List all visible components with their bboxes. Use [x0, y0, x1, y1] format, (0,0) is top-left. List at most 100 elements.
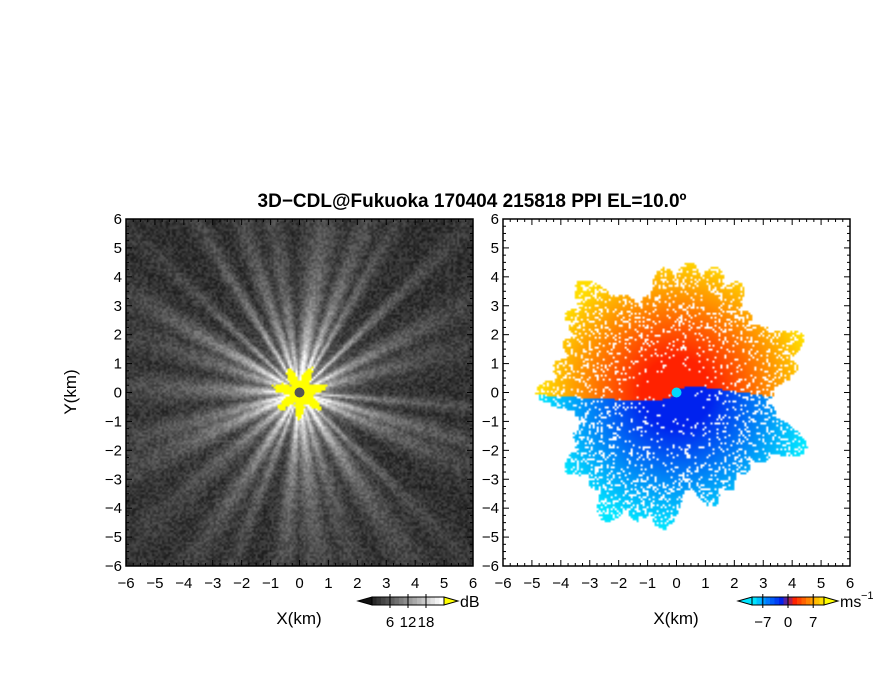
colorbar-tick-label: 12: [400, 614, 417, 631]
colorbar-swatch: [779, 597, 784, 605]
colorbar-swatch: [756, 597, 762, 605]
x-tick-label: 3: [759, 575, 767, 592]
colorbar-unit: dB: [460, 594, 480, 611]
x-tick-label: −6: [494, 575, 511, 592]
x-tick-label: 1: [701, 575, 709, 592]
colorbar-unit: ms: [840, 594, 861, 611]
y-tick-label: −2: [482, 442, 499, 459]
y-tick-label: −5: [482, 529, 499, 546]
x-tick-label: 6: [469, 575, 477, 592]
x-tick-label: −1: [639, 575, 656, 592]
colorbar-swatch: [403, 597, 409, 605]
colorbar-unit-exponent: −1: [861, 590, 874, 602]
colorbar-swatch: [417, 597, 422, 605]
x-tick-label: −5: [146, 575, 163, 592]
colorbar-swatch: [806, 597, 811, 605]
y-tick-label: 4: [491, 269, 499, 286]
y-tick-label: −3: [105, 471, 122, 488]
left-x-axis-label: X(km): [276, 609, 321, 628]
x-tick-label: 6: [846, 575, 854, 592]
colorbar-swatch: [788, 597, 793, 605]
reflectivity-colorbar: 6 12 18 dB: [356, 594, 480, 631]
y-tick-label: −4: [482, 500, 499, 517]
colorbar-swatch: [770, 597, 775, 605]
figure-title: 3D−CDL@Fukuoka 170404 215818 PPI EL=10.0…: [258, 191, 687, 212]
y-tick-label: 3: [114, 298, 122, 315]
colorbar-swatch: [381, 597, 386, 605]
right-radar-site: [671, 387, 682, 398]
colorbar-swatch: [372, 597, 377, 605]
colorbar-swatch: [399, 597, 404, 605]
colorbar-swatch: [439, 597, 445, 605]
colorbar-tick-label: 0: [784, 614, 792, 631]
x-tick-label: 1: [324, 575, 332, 592]
colorbar-swatch: [792, 597, 798, 605]
colorbar-tick-label: 18: [418, 614, 435, 631]
colorbar-min-arrow: [736, 596, 753, 606]
x-tick-label: 0: [672, 575, 680, 592]
y-tick-label: −2: [105, 442, 122, 459]
colorbar-swatch: [783, 597, 789, 605]
y-tick-label: 5: [114, 240, 122, 257]
y-tick-label: −6: [482, 558, 499, 575]
y-tick-label: 1: [114, 356, 122, 373]
x-tick-label: −4: [552, 575, 569, 592]
colorbar-tick-label: 6: [386, 614, 394, 631]
x-tick-label: −3: [581, 575, 598, 592]
y-tick-label: 0: [114, 385, 122, 402]
colorbar-swatch: [385, 597, 391, 605]
y-tick-label: 2: [491, 327, 499, 344]
colorbar-swatch: [412, 597, 418, 605]
x-tick-label: 3: [382, 575, 390, 592]
y-tick-label: −1: [105, 413, 122, 430]
colorbar-swatch: [797, 597, 802, 605]
x-tick-label: −2: [233, 575, 250, 592]
x-tick-label: 4: [411, 575, 419, 592]
x-tick-label: −1: [262, 575, 279, 592]
x-tick-label: 0: [295, 575, 303, 592]
colorbar-swatch: [435, 597, 440, 605]
colorbar-swatch: [376, 597, 382, 605]
colorbar-swatch: [394, 597, 400, 605]
colorbar-swatch: [761, 597, 766, 605]
colorbar-max-arrow: [823, 596, 840, 606]
colorbar-tick-label: −7: [754, 614, 771, 631]
colorbar-swatch: [390, 597, 395, 605]
x-tick-label: −4: [175, 575, 192, 592]
colorbar-swatch: [774, 597, 780, 605]
left-y-axis-label: Y(km): [61, 369, 80, 414]
y-tick-label: 0: [491, 385, 499, 402]
y-tick-label: 6: [114, 211, 122, 228]
y-tick-label: 4: [114, 269, 122, 286]
y-tick-label: 5: [491, 240, 499, 257]
colorbar-swatch: [426, 597, 431, 605]
colorbar-swatch: [430, 597, 436, 605]
y-tick-label: −6: [105, 558, 122, 575]
colorbar-swatch: [765, 597, 771, 605]
x-tick-label: −3: [204, 575, 221, 592]
x-tick-label: 5: [817, 575, 825, 592]
colorbar-swatch: [752, 597, 757, 605]
y-tick-label: −5: [105, 529, 122, 546]
colorbar-max-arrow: [443, 596, 460, 606]
x-tick-label: 5: [440, 575, 448, 592]
colorbar-swatch: [801, 597, 807, 605]
y-tick-label: −1: [482, 413, 499, 430]
y-tick-label: 1: [491, 356, 499, 373]
x-tick-label: 2: [353, 575, 361, 592]
y-tick-label: −4: [105, 500, 122, 517]
y-tick-label: −3: [482, 471, 499, 488]
x-tick-label: −2: [610, 575, 627, 592]
colorbar-swatch: [819, 597, 825, 605]
right-x-axis-label: X(km): [653, 609, 698, 628]
colorbar-swatch: [421, 597, 427, 605]
y-tick-label: 2: [114, 327, 122, 344]
left-radar-site: [294, 387, 305, 398]
x-tick-label: −5: [523, 575, 540, 592]
x-tick-label: 2: [730, 575, 738, 592]
colorbar-tick-label: 7: [809, 614, 817, 631]
y-tick-label: 3: [491, 298, 499, 315]
velocity-colorbar: −7 0 7 ms −1: [736, 590, 874, 631]
